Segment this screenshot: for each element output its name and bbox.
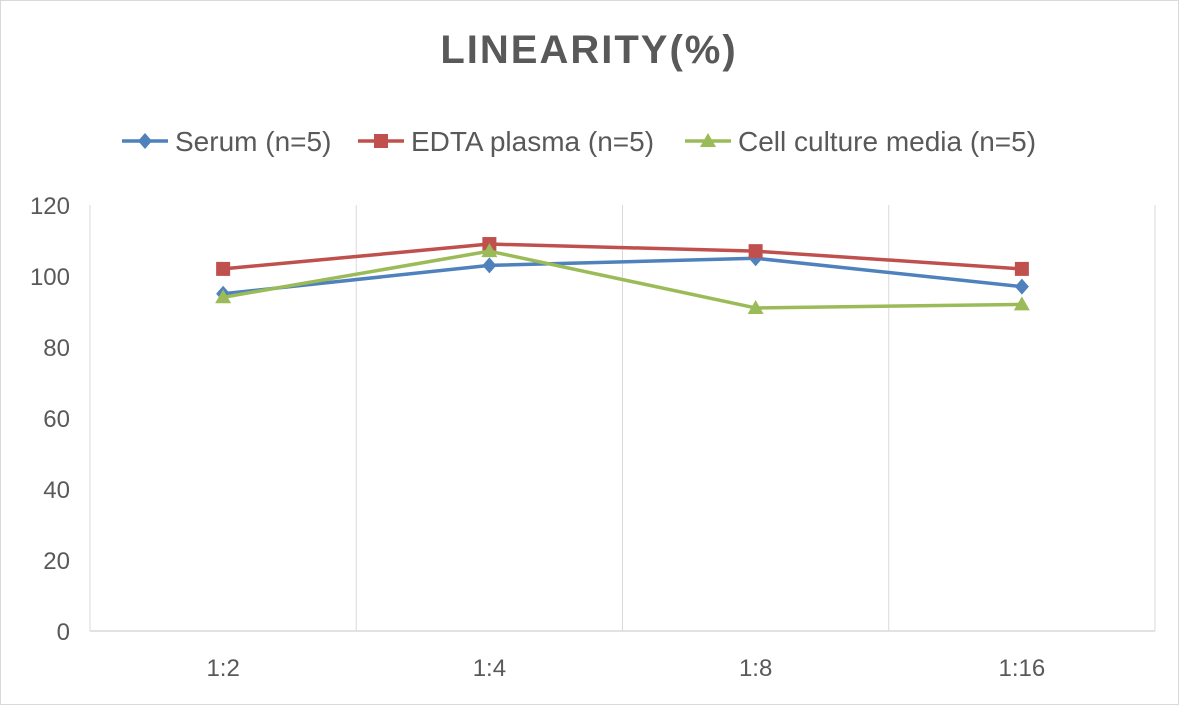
series-line [222,256,1023,296]
y-tick-label: 60 [43,406,70,433]
x-tick-label: 1:2 [206,655,239,682]
triangle-marker [215,289,232,304]
square-marker [216,261,231,276]
square-marker [748,244,763,259]
legend-label: Serum (n=5) [175,126,331,157]
y-tick-label: 0 [57,619,70,646]
series-edta [216,237,1029,276]
y-tick-label: 40 [43,477,70,504]
square-marker [374,134,388,148]
diamond-marker [1014,278,1029,295]
triangle-marker [1013,296,1030,311]
legend-item: Serum (n=5) [122,126,331,157]
x-tick-label: 1:8 [739,655,772,682]
y-tick-label: 80 [43,335,70,362]
legend-label: Cell culture media (n=5) [738,126,1036,157]
legend-label: EDTA plasma (n=5) [411,126,654,157]
triangle-marker [747,299,764,314]
x-tick-label: 1:4 [473,655,506,682]
series-line [222,242,1022,271]
chart-title: LINEARITY(%) [440,28,737,72]
legend-item: EDTA plasma (n=5) [358,126,654,157]
x-tick-label: 1:16 [999,655,1046,682]
y-tick-label: 100 [30,264,70,291]
y-tick-label: 20 [43,548,70,575]
triangle-marker [700,133,716,147]
diamond-marker [482,257,497,274]
square-marker [1014,261,1029,276]
diamond-marker [138,133,152,149]
series-cell [215,243,1030,314]
y-tick-label: 120 [30,193,70,220]
triangle-marker [481,243,498,258]
legend-item: Cell culture media (n=5) [685,126,1036,157]
series-line [222,249,1022,310]
